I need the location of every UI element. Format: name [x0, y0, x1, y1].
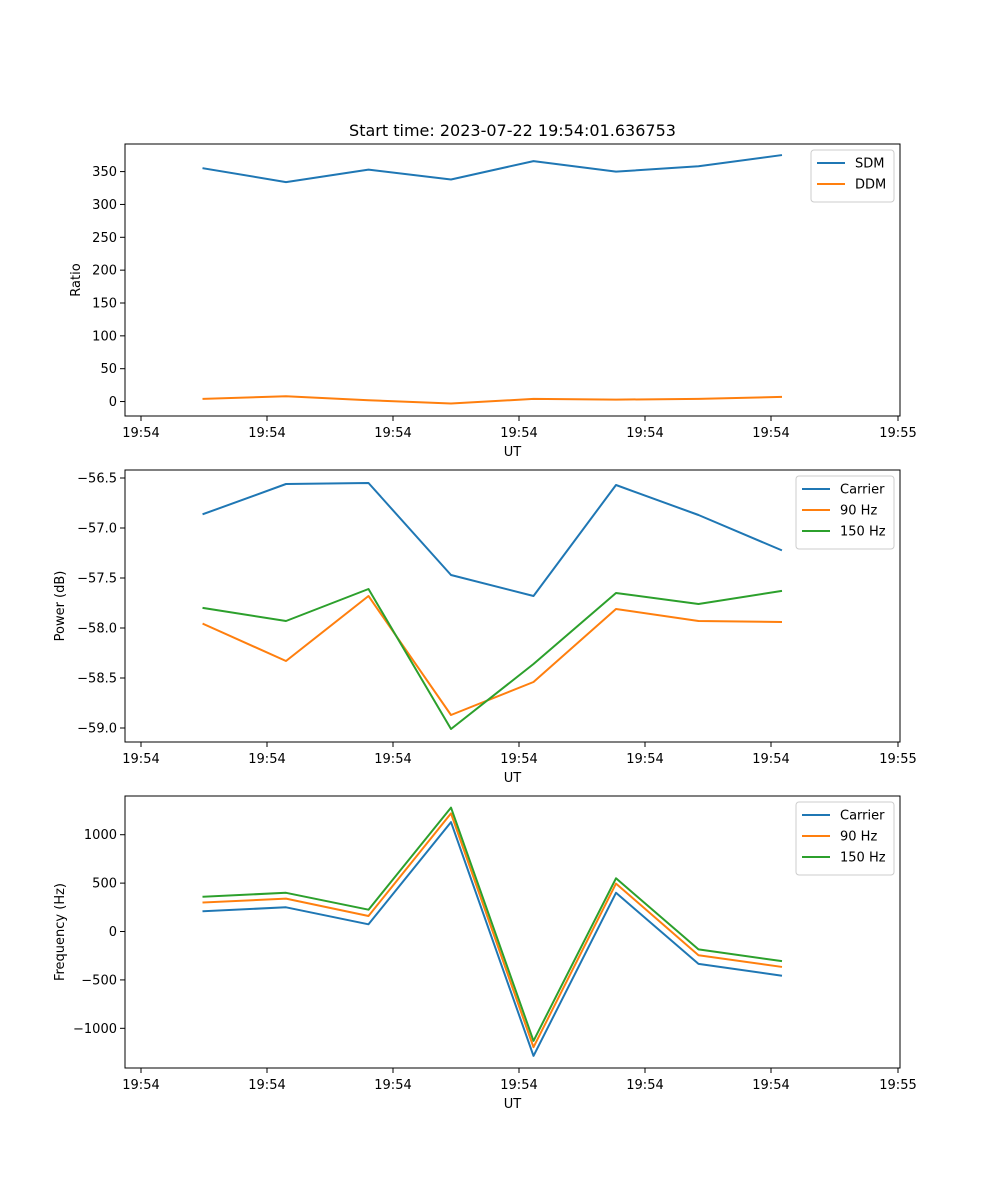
series-line-sdm [202, 154, 783, 184]
subplots: 19:54 19:54 19:54 19:54 19:54 19:54 19:55 UT 0 50… [53, 143, 917, 1112]
series-line-ddm [202, 395, 783, 405]
x-tick-label: 19:54 [122, 752, 159, 767]
series-line-150-hz [202, 588, 783, 730]
legend-label-90-hz: 90 Hz [840, 504, 877, 519]
y-tick-label: −1000 [73, 1022, 117, 1037]
y-axis-label: Frequency (Hz) [53, 883, 68, 981]
x-axis-label: UT [504, 1097, 522, 1112]
x-tick-label: 19:54 [752, 752, 789, 767]
x-tick-label: 19:54 [122, 426, 159, 441]
y-axis-label: Power (dB) [53, 571, 68, 642]
subplot-3: 19:54 19:54 19:54 19:54 19:54 19:54 19:55 UT −10… [53, 795, 917, 1112]
axes-frame [124, 469, 901, 743]
y-tick-label: −57.0 [77, 522, 117, 537]
y-tick-label: −56.5 [77, 472, 117, 487]
x-tick-label: 19:54 [248, 426, 285, 441]
y-tick-label: −57.5 [77, 572, 117, 587]
series-line-150-hz [202, 806, 783, 1042]
y-tick-label: 100 [92, 329, 117, 344]
x-axis-label: UT [504, 445, 522, 460]
legend: Carrier 90 Hz 150 Hz [795, 475, 895, 550]
y-tick-label: 50 [100, 362, 117, 377]
legend-label-150-hz: 150 Hz [840, 525, 886, 540]
x-tick-label: 19:55 [879, 1078, 916, 1093]
legend-label-carrier: Carrier [840, 809, 885, 824]
x-tick-label: 19:54 [374, 1078, 411, 1093]
y-tick-label: −58.0 [77, 622, 117, 637]
axes-frame [124, 143, 901, 417]
series-line-carrier [202, 821, 783, 1057]
y-tick-label: −500 [81, 973, 117, 988]
x-tick-label: 19:54 [500, 752, 537, 767]
figure-title: Start time: 2023-07-22 19:54:01.636753 [349, 121, 676, 140]
x-tick-label: 19:54 [500, 1078, 537, 1093]
x-tick-label: 19:55 [879, 752, 916, 767]
x-tick-label: 19:54 [248, 752, 285, 767]
x-axis-label: UT [504, 771, 522, 786]
subplot-1: 19:54 19:54 19:54 19:54 19:54 19:54 19:55 UT 0 50… [69, 143, 917, 460]
y-tick-label: 500 [92, 877, 117, 892]
x-tick-label: 19:54 [752, 1078, 789, 1093]
subplot-2: 19:54 19:54 19:54 19:54 19:54 19:54 19:55 UT −59… [53, 469, 917, 786]
legend-label-ddm: DDM [855, 178, 886, 193]
legend: Carrier 90 Hz 150 Hz [795, 801, 895, 876]
y-axis-label: Ratio [69, 263, 84, 296]
y-tick-label: 0 [109, 925, 117, 940]
y-tick-label: 150 [92, 296, 117, 311]
y-tick-label: −59.0 [77, 722, 117, 737]
x-tick-label: 19:54 [626, 1078, 663, 1093]
x-tick-label: 19:55 [879, 426, 916, 441]
x-tick-label: 19:54 [374, 752, 411, 767]
legend-label-sdm: SDM [855, 157, 884, 172]
legend-label-90-hz: 90 Hz [840, 830, 877, 845]
series-line-90-hz [202, 812, 783, 1049]
x-tick-label: 19:54 [500, 426, 537, 441]
x-tick-label: 19:54 [752, 426, 789, 441]
y-tick-label: −58.5 [77, 672, 117, 687]
y-tick-label: 300 [92, 198, 117, 213]
legend-label-carrier: Carrier [840, 483, 885, 498]
legend: SDM DDM [810, 149, 895, 203]
series-line-carrier [202, 482, 783, 597]
x-tick-label: 19:54 [626, 752, 663, 767]
x-tick-label: 19:54 [122, 1078, 159, 1093]
y-tick-label: 350 [92, 165, 117, 180]
x-tick-label: 19:54 [374, 426, 411, 441]
y-tick-label: 200 [92, 264, 117, 279]
series-line-90-hz [202, 595, 783, 716]
legend-label-150-hz: 150 Hz [840, 851, 886, 866]
y-tick-label: 1000 [84, 828, 117, 843]
x-tick-label: 19:54 [626, 426, 663, 441]
y-tick-label: 0 [109, 395, 117, 410]
y-tick-label: 250 [92, 231, 117, 246]
x-tick-label: 19:54 [248, 1078, 285, 1093]
